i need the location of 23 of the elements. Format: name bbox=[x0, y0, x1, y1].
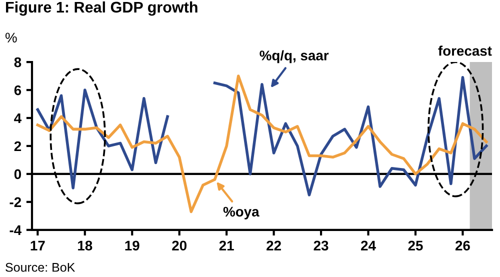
x-tick-label: 22 bbox=[266, 240, 281, 250]
y-tick-label: 2 bbox=[14, 141, 22, 152]
y-tick-label: 4 bbox=[14, 113, 22, 124]
y-tick-label: 0 bbox=[14, 169, 22, 180]
x-tick-label: 18 bbox=[78, 240, 92, 251]
y-tick-label: -2 bbox=[10, 197, 22, 207]
x-tick-label: 19 bbox=[125, 240, 140, 251]
y-tick-label: -4 bbox=[10, 225, 22, 235]
x-tick-label: 20 bbox=[172, 240, 187, 251]
annotation: %oya bbox=[223, 206, 260, 220]
x-tick-label: 23 bbox=[314, 240, 328, 251]
x-tick-label: 26 bbox=[455, 240, 470, 251]
source-note: Source: BoK bbox=[6, 262, 76, 272]
y-axis-title: % bbox=[5, 32, 17, 42]
x-tick-label: 17 bbox=[30, 240, 45, 250]
x-tick-label: 25 bbox=[408, 240, 423, 251]
annotation: %q/q, saar bbox=[260, 50, 329, 64]
y-tick-label: 6 bbox=[14, 85, 22, 96]
x-tick-label: 21 bbox=[219, 240, 234, 250]
band-label: forecast bbox=[438, 46, 492, 56]
x-tick-label: 24 bbox=[361, 240, 376, 250]
chart-title: Figure 1: Real GDP growth bbox=[6, 1, 198, 16]
y-tick-label: 8 bbox=[14, 57, 22, 68]
